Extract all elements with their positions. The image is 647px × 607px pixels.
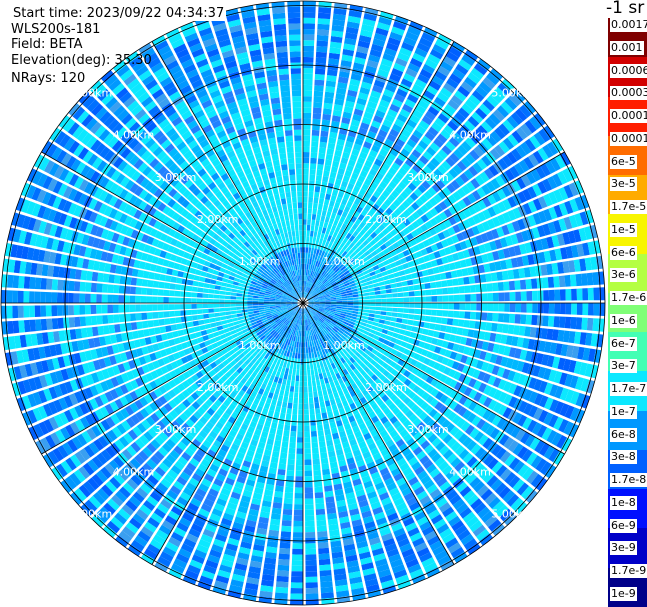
- colorbar-tick-label: 1e-5: [610, 222, 637, 237]
- range-ring-label: 1.00km: [323, 339, 365, 352]
- azimuth-spokes: [1, 1, 605, 605]
- range-ring: [243, 243, 363, 363]
- colorbar-tick-label: 1e-9: [610, 587, 637, 601]
- elevation-label: Elevation(deg): 35.30: [11, 53, 152, 68]
- azimuth-spoke: [302, 41, 455, 304]
- colorbar-tick-label: 3e-8: [610, 450, 637, 465]
- range-ring-label: 1.00km: [239, 255, 281, 268]
- colorbar-tick-label: 0.0006: [610, 63, 647, 78]
- range-ring-label: 3.00km: [407, 423, 449, 436]
- range-ring-label: 4.00km: [113, 465, 155, 478]
- colorbar-tick-label: 3e-7: [610, 359, 637, 374]
- range-rings: [0, 0, 606, 606]
- azimuth-spoke: [41, 151, 304, 304]
- range-ring-labels: 1.00km 1.00km 1.00km 1.00km 2.00km 2.00km 2.00…: [71, 87, 533, 521]
- colorbar-tick-label: 3e-5: [610, 177, 637, 192]
- colorbar-tick-label: 0.0003: [610, 86, 647, 101]
- range-ring-label: 5.00km: [491, 87, 533, 100]
- colorbar-tick-label: 1e-6: [610, 313, 637, 328]
- azimuth-spoke: [41, 302, 304, 455]
- colorbar-tick-label: 6e-9: [610, 518, 637, 533]
- range-ring: [124, 124, 482, 482]
- colorbar-tick-label: 6e-5: [610, 154, 637, 169]
- instrument-label: WLS200s-181: [11, 22, 101, 37]
- range-ring-label: 4.00km: [449, 129, 491, 142]
- range-ring-label: 1.00km: [239, 339, 281, 352]
- range-ring: [64, 64, 542, 542]
- azimuth-spoke: [302, 302, 565, 455]
- colorbar-tick-label: 1.7e-6: [610, 291, 647, 306]
- colorbar-tick-label: 3e-6: [610, 268, 637, 283]
- colorbar-tick-label: 1e-8: [610, 495, 637, 510]
- range-ring: [183, 183, 423, 423]
- field-label: Field: BETA: [11, 37, 83, 52]
- range-ring-label: 5.00km: [71, 87, 113, 100]
- colorbar-tick-label: 0.0017: [610, 18, 647, 32]
- colorbar-tick-label: 6e-6: [610, 245, 637, 260]
- colorbar-units-label: -1 sr: [606, 0, 645, 18]
- colorbar-tick-label: 1.7e-9: [610, 564, 647, 579]
- colorbar-tick-label: 3e-9: [610, 541, 637, 556]
- outer-boundary-ring: [0, 0, 606, 606]
- colorbar-tick-label: 1e-7: [610, 404, 637, 419]
- range-ring-label: 2.00km: [197, 213, 239, 226]
- range-ring-label: 3.00km: [407, 171, 449, 184]
- range-ring-label: 3.00km: [155, 171, 197, 184]
- beta-gate-grid: [1, 1, 605, 605]
- range-ring-label: 2.00km: [365, 213, 407, 226]
- azimuth-spoke: [302, 302, 455, 565]
- range-ring-label: 4.00km: [449, 465, 491, 478]
- azimuth-spoke: [151, 302, 304, 565]
- colorbar-tick-label: 6e-8: [610, 427, 637, 442]
- colorbar-tick-label: 0.0001: [610, 131, 647, 146]
- azimuth-spoke: [302, 151, 565, 304]
- range-ring-label: 5.00km: [71, 507, 113, 520]
- range-ring-label: 1.00km: [323, 255, 365, 268]
- colorbar-tick-label: 6e-7: [610, 336, 637, 351]
- nrays-label: NRays: 120: [11, 71, 86, 86]
- colorbar-tick-label: 0.001: [610, 40, 644, 55]
- start-time-label: Start time: 2023/09/22 04:34:37: [11, 6, 227, 21]
- colorbar-tick-label: 1.7e-7: [610, 382, 647, 397]
- range-ring-label: 2.00km: [197, 381, 239, 394]
- range-ring-label: 2.00km: [365, 381, 407, 394]
- azimuth-spoke: [151, 41, 304, 304]
- colorbar-tick-label: 1.7e-8: [610, 473, 647, 488]
- range-ring-label: 4.00km: [113, 129, 155, 142]
- ppi-scan-plot: 1.00km 1.00km 1.00km 1.00km 2.00km 2.00km 2.00…: [0, 0, 606, 606]
- range-ring-label: 3.00km: [155, 423, 197, 436]
- colorbar-tick-label: 1.7e-5: [610, 200, 647, 215]
- range-ring-label: 5.00km: [491, 507, 533, 520]
- range-ring: [5, 5, 601, 601]
- colorbar-tick-label: 0.00017: [610, 109, 647, 124]
